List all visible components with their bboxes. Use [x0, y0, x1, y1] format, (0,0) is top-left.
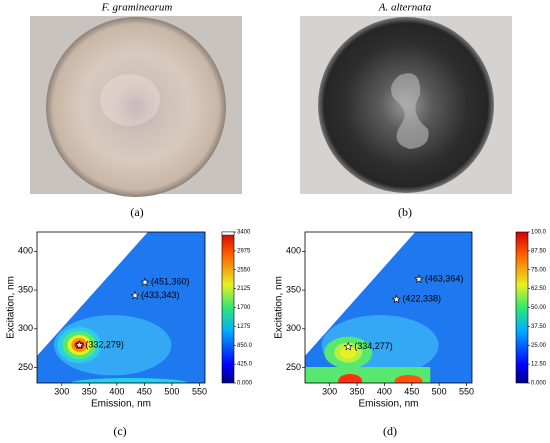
x-tick-label: 400 — [109, 386, 124, 396]
peak-marker — [140, 277, 150, 287]
colorbar-tick-label: 75.00 — [531, 267, 547, 273]
peak-label: (451,360) — [151, 277, 190, 287]
peak-label: (433,343) — [141, 290, 180, 300]
contour-fill — [305, 232, 472, 383]
peak-label: (332,279) — [85, 339, 124, 349]
x-tick-label: 400 — [377, 386, 392, 396]
contour-fill — [37, 232, 205, 383]
x-axis-label: Emission, nm — [91, 399, 151, 410]
peak-label: (422,338) — [402, 294, 441, 304]
colorbar — [515, 231, 529, 384]
peak-marker — [414, 274, 424, 284]
colorbar-tick-label: 37.50 — [531, 324, 547, 330]
rayleigh-region — [305, 232, 416, 356]
contour-region — [340, 346, 357, 359]
x-tick-label: 350 — [82, 386, 97, 396]
colorbar-tick-label: 62.50 — [531, 286, 547, 292]
colorbar-tick-label: 87.50 — [531, 248, 547, 254]
photo-title: A. alternata — [378, 2, 432, 14]
colorbar-tick-label: 25.00 — [531, 343, 547, 349]
x-tick-label: 300 — [54, 386, 69, 396]
colony-pattern — [391, 73, 429, 149]
y-tick-label: 400 — [18, 246, 33, 256]
peak-label: (334,277) — [354, 341, 393, 351]
x-tick-label: 300 — [322, 386, 337, 396]
y-tick-label: 350 — [286, 284, 301, 294]
colony-center — [100, 74, 160, 126]
x-tick-label: 550 — [459, 386, 474, 396]
caption: (b) — [398, 205, 412, 219]
colorbar-tick-label: 2975 — [237, 248, 251, 254]
caption: (d) — [383, 424, 397, 438]
x-tick-label: 350 — [350, 386, 365, 396]
x-axis-label: Emission, nm — [358, 399, 418, 410]
x-tick-label: 550 — [192, 386, 207, 396]
colorbar-tick-label: 1275 — [237, 324, 251, 330]
colorbar — [221, 231, 235, 384]
colorbar-tick-label: 12.50 — [531, 362, 547, 368]
peak-marker — [391, 294, 402, 304]
x-tick-label: 450 — [404, 386, 419, 396]
peak-marker — [130, 290, 140, 300]
rayleigh-region — [37, 232, 148, 356]
y-tick-label: 400 — [286, 246, 301, 256]
caption: (a) — [130, 205, 143, 219]
colorbar-tick-label: 2550 — [237, 267, 251, 273]
colorbar-tick-label: 1700 — [237, 305, 251, 311]
y-tick-label: 250 — [18, 362, 33, 372]
contour-region — [394, 375, 423, 383]
colorbar-tick-label: 3400 — [237, 230, 251, 236]
colorbar-tick-label: 425.0 — [237, 362, 253, 368]
plot-frame — [304, 231, 473, 384]
x-tick-label: 450 — [137, 386, 152, 396]
caption: (c) — [113, 424, 126, 438]
y-axis-label: Excitation, nm — [274, 276, 285, 339]
y-tick-label: 250 — [286, 362, 301, 372]
x-tick-label: 500 — [432, 386, 447, 396]
colorbar-tick-label: 50.00 — [531, 305, 547, 311]
plot-frame — [36, 231, 206, 384]
x-tick-label: 500 — [164, 386, 179, 396]
contour-region — [70, 378, 189, 383]
y-axis-label: Excitation, nm — [6, 276, 17, 339]
photo-title: F. graminearum — [101, 2, 173, 14]
y-tick-label: 300 — [286, 323, 301, 333]
colorbar-tick-label: 100.0 — [531, 230, 547, 236]
colorbar-tick-label: 850.0 — [237, 343, 253, 349]
peak-label: (463,364) — [425, 274, 464, 284]
contour-region — [338, 374, 363, 383]
colorbar-tick-label: 0.000 — [237, 381, 253, 387]
colorbar-tick-label: 2125 — [237, 286, 251, 292]
y-tick-label: 350 — [18, 284, 33, 294]
peak-marker — [343, 341, 353, 351]
colorbar-tick-label: 0.000 — [531, 381, 547, 387]
colorbar-top — [221, 231, 235, 236]
y-tick-label: 300 — [18, 323, 33, 333]
peak-marker — [74, 340, 85, 349]
